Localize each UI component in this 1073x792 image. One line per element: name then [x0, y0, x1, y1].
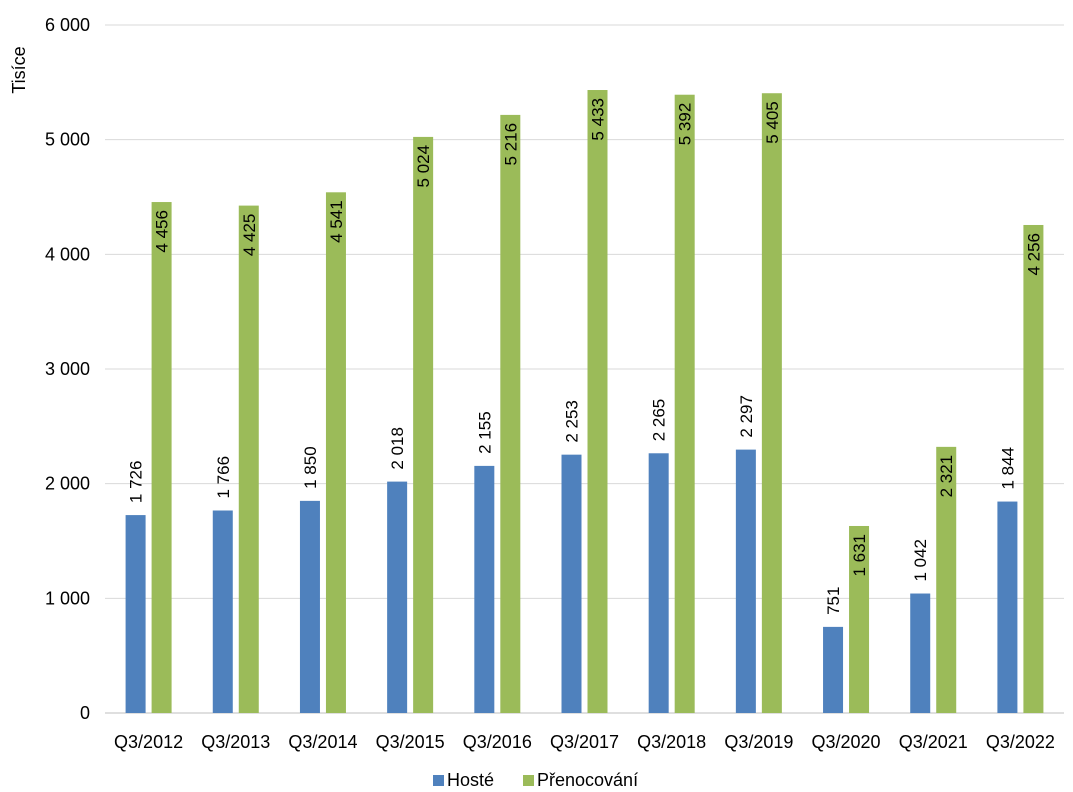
- data-label: 1 766: [214, 456, 233, 499]
- data-label: 751: [824, 587, 843, 615]
- bar-hoste: [474, 465, 495, 713]
- data-label: 4 425: [240, 214, 259, 257]
- y-tick-label: 5 000: [45, 130, 90, 150]
- legend-label: Hosté: [447, 770, 494, 790]
- legend-label: Přenocování: [537, 770, 638, 790]
- legend-swatch: [433, 775, 444, 786]
- bar-prenocovani: [849, 525, 870, 713]
- bar-hoste: [299, 500, 320, 713]
- x-tick-label: Q3/2012: [114, 732, 183, 752]
- y-axis-label: Tisíce: [9, 46, 29, 93]
- data-label: 1 631: [850, 534, 869, 577]
- bars: 1 726 4 456 1 766 4 425 1 850 4 541 2 018 5 024…: [125, 90, 1044, 714]
- data-label: 1 844: [998, 447, 1017, 490]
- y-tick-label: 3 000: [45, 359, 90, 379]
- bar-prenocovani: [325, 192, 346, 714]
- data-label: 2 297: [737, 395, 756, 438]
- x-tick-label: Q3/2015: [376, 732, 445, 752]
- data-label: 1 726: [127, 461, 146, 504]
- x-tick-label: Q3/2014: [288, 732, 357, 752]
- bar-hoste: [561, 454, 582, 713]
- data-label: 5 392: [676, 103, 695, 146]
- data-label: 4 456: [153, 210, 172, 253]
- bar-hoste: [125, 515, 146, 713]
- legend: Hosté Přenocování: [433, 770, 638, 790]
- y-tick-label: 0: [80, 703, 90, 723]
- bar-prenocovani: [674, 94, 695, 713]
- data-label: 2 265: [650, 399, 669, 442]
- data-label: 2 321: [937, 455, 956, 498]
- x-tick-label: Q3/2018: [637, 732, 706, 752]
- data-label: 2 253: [563, 400, 582, 443]
- data-label: 2 155: [475, 411, 494, 454]
- data-label: 5 024: [414, 145, 433, 188]
- bar-hoste: [997, 501, 1018, 713]
- legend-swatch: [523, 775, 534, 786]
- data-label: 5 216: [501, 123, 520, 166]
- bar-prenocovani: [1023, 224, 1044, 713]
- data-label: 1 850: [301, 446, 320, 489]
- y-tick-label: 4 000: [45, 244, 90, 264]
- bar-hoste: [910, 593, 931, 713]
- data-label: 2 018: [388, 427, 407, 470]
- bar-prenocovani: [413, 136, 434, 713]
- y-tick-label: 6 000: [45, 15, 90, 35]
- bar-hoste: [387, 481, 408, 713]
- data-label: 5 405: [763, 101, 782, 144]
- x-tick-label: Q3/2019: [724, 732, 793, 752]
- data-label: 1 042: [911, 539, 930, 582]
- bar-prenocovani: [500, 114, 521, 713]
- x-tick-label: Q3/2013: [201, 732, 270, 752]
- x-tick-label: Q3/2020: [812, 732, 881, 752]
- bar-prenocovani: [761, 93, 782, 713]
- bar-prenocovani: [936, 446, 957, 713]
- bar-prenocovani: [587, 90, 608, 714]
- bar-hoste: [823, 626, 844, 713]
- bar-hoste: [648, 453, 669, 713]
- gridlines: [105, 24, 1064, 714]
- x-tick-label: Q3/2016: [463, 732, 532, 752]
- y-tick-label: 1 000: [45, 588, 90, 608]
- data-label: 4 256: [1024, 233, 1043, 276]
- data-label: 4 541: [327, 200, 346, 243]
- x-axis: Q3/2012 Q3/2013 Q3/2014 Q3/2015 Q3/2016 Q3/20…: [114, 732, 1055, 752]
- x-tick-label: Q3/2021: [899, 732, 968, 752]
- bar-hoste: [735, 449, 756, 713]
- data-label: 5 433: [589, 98, 608, 141]
- y-axis: 0 1 000 2 000 3 000 4 000 5 000 6 000: [45, 15, 90, 723]
- x-tick-label: Q3/2017: [550, 732, 619, 752]
- bar-prenocovani: [238, 205, 259, 713]
- y-tick-label: 2 000: [45, 474, 90, 494]
- bar-prenocovani: [151, 202, 172, 713]
- bar-hoste: [212, 510, 233, 713]
- x-tick-label: Q3/2022: [986, 732, 1055, 752]
